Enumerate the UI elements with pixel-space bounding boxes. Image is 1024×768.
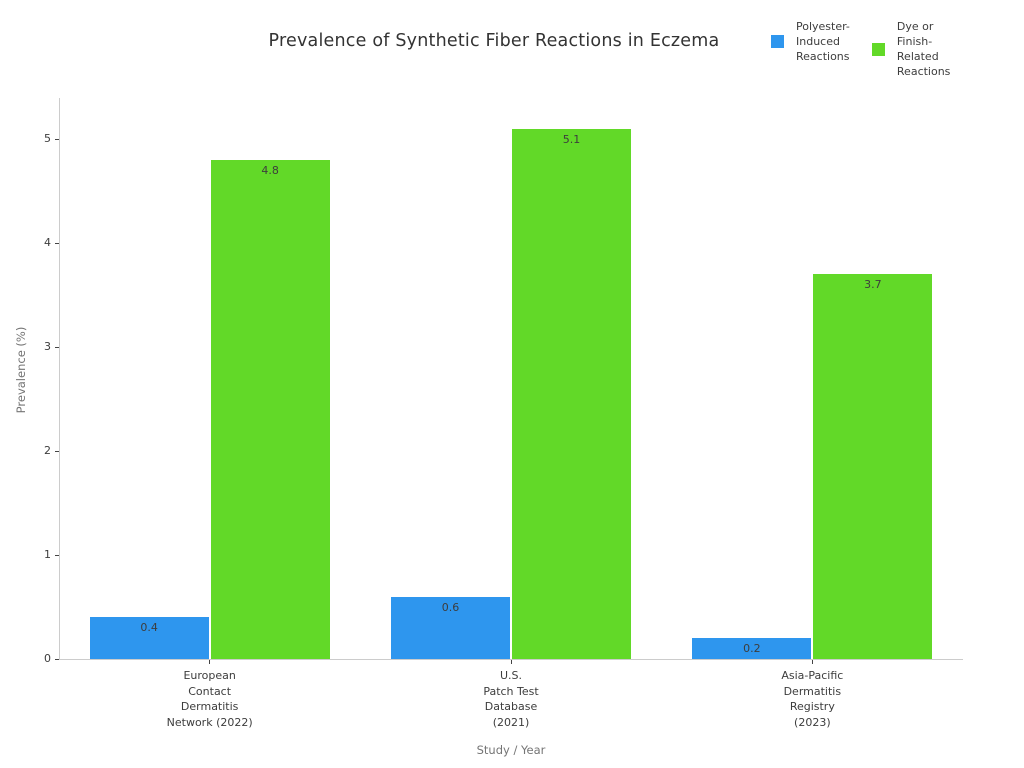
bar <box>813 274 933 659</box>
x-tick-mark <box>209 660 211 664</box>
legend-label: Dye or Finish- Related Reactions <box>896 20 951 78</box>
y-tick-mark <box>55 138 59 140</box>
x-tick-mark <box>510 660 512 664</box>
bar-value-label: 3.7 <box>864 278 882 292</box>
y-tick-mark <box>55 242 59 244</box>
bar <box>89 617 209 659</box>
y-tick-mark <box>55 554 59 556</box>
y-tick-label: 5 <box>44 132 51 145</box>
bar <box>210 159 330 659</box>
x-tick-mark <box>811 660 813 664</box>
x-axis-title: Study / Year <box>476 743 546 757</box>
legend-item: Dye or Finish- Related Reactions <box>871 19 951 79</box>
y-tick-label: 1 <box>44 548 51 561</box>
legend: Polyester- Induced Reactions Dye or Finis… <box>771 19 950 79</box>
y-tick-mark <box>55 450 59 452</box>
legend-label: Polyester- Induced Reactions <box>796 20 850 63</box>
y-tick-label: 2 <box>44 444 51 457</box>
bar-value-label: 4.8 <box>261 163 279 177</box>
bar-value-label: 0.2 <box>743 642 761 656</box>
bar-value-label: 0.6 <box>441 600 460 614</box>
x-tick-label: Asia-Pacific Dermatitis Registry (2023) <box>781 669 844 729</box>
x-tick-label: European Contact Dermatitis Network (202… <box>166 669 253 729</box>
y-tick-label: 4 <box>44 236 51 249</box>
plot-area: 0 1 2 3 4 5 European Contact Dermatitis Networ… <box>44 98 963 729</box>
y-tick-mark <box>55 346 59 348</box>
x-axis-spine <box>59 659 963 660</box>
y-tick-label: 0 <box>44 652 51 665</box>
y-axis-spine <box>59 98 60 660</box>
legend-swatch-icon <box>771 35 784 48</box>
legend-item: Polyester- Induced Reactions <box>771 19 850 64</box>
y-tick-mark <box>55 658 59 660</box>
legend-swatch-icon <box>871 42 885 56</box>
bar <box>692 638 812 659</box>
bar-value-label: 5.1 <box>562 132 581 146</box>
bar <box>391 596 510 659</box>
x-tick-label: U.S. Patch Test Database (2021) <box>483 669 539 729</box>
bar <box>512 128 631 659</box>
bar-value-label: 0.4 <box>140 621 158 635</box>
chart-title: Prevalence of Synthetic Fiber Reactions … <box>268 31 720 51</box>
y-tick-label: 3 <box>44 340 51 353</box>
